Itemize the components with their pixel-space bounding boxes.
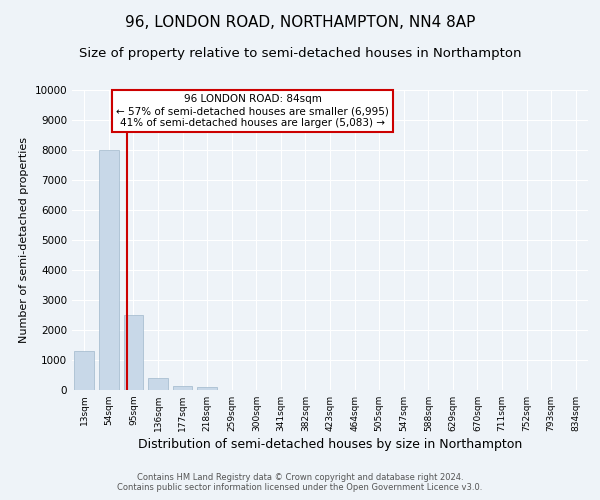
Text: 96, LONDON ROAD, NORTHAMPTON, NN4 8AP: 96, LONDON ROAD, NORTHAMPTON, NN4 8AP	[125, 15, 475, 30]
Text: Size of property relative to semi-detached houses in Northampton: Size of property relative to semi-detach…	[79, 48, 521, 60]
Bar	[124, 315, 143, 390]
X-axis label: Distribution of semi-detached houses by size in Northampton: Distribution of semi-detached houses by …	[138, 438, 522, 451]
Bar	[148, 378, 168, 390]
Bar	[197, 387, 217, 390]
Text: Contains HM Land Registry data © Crown copyright and database right 2024.
Contai: Contains HM Land Registry data © Crown c…	[118, 473, 482, 492]
Bar	[173, 386, 193, 390]
Bar	[74, 351, 94, 390]
Text: 96 LONDON ROAD: 84sqm
← 57% of semi-detached houses are smaller (6,995)
41% of s: 96 LONDON ROAD: 84sqm ← 57% of semi-deta…	[116, 94, 389, 128]
Bar	[99, 150, 119, 390]
Y-axis label: Number of semi-detached properties: Number of semi-detached properties	[19, 137, 29, 343]
